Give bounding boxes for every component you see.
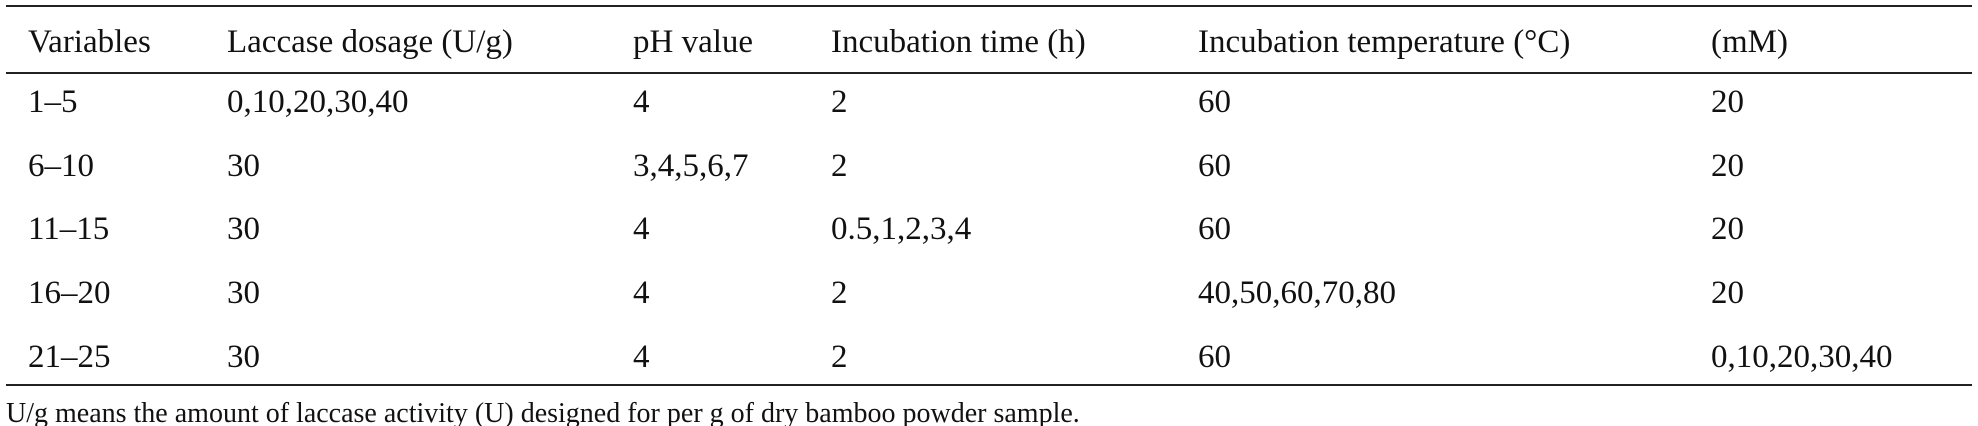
table-cell: 20: [1711, 148, 1744, 184]
table-cell: 60: [1198, 148, 1231, 184]
table-cell: 16–20: [28, 275, 111, 311]
table-cell: 30: [227, 148, 260, 184]
footnote: U/g means the amount of laccase activity…: [6, 398, 1080, 426]
table-cell: 0,10,20,30,40: [1711, 339, 1893, 375]
table-cell: 60: [1198, 84, 1231, 120]
table-cell: 60: [1198, 211, 1231, 247]
table-cell: 30: [227, 275, 260, 311]
table-cell: 60: [1198, 339, 1231, 375]
table-cell: 2: [831, 84, 848, 120]
table-cell: 21–25: [28, 339, 111, 375]
table-cell: 2: [831, 339, 848, 375]
table-cell: 4: [633, 84, 650, 120]
table-cell: 6–10: [28, 148, 94, 184]
table-cell: 3,4,5,6,7: [633, 148, 749, 184]
table-cell: 2: [831, 148, 848, 184]
header-cell: Laccase dosage (U/g): [227, 24, 513, 60]
table-cell: 20: [1711, 275, 1744, 311]
table-cell: 0,10,20,30,40: [227, 84, 409, 120]
table-cell: 30: [227, 339, 260, 375]
table-cell: 40,50,60,70,80: [1198, 275, 1396, 311]
header-cell: Incubation temperature (°C): [1198, 24, 1571, 60]
header-rule: [6, 72, 1972, 74]
table-cell: 11–15: [28, 211, 110, 247]
header-cell: pH value: [633, 24, 754, 60]
table-cell: 4: [633, 339, 650, 375]
table-cell: 4: [633, 275, 650, 311]
table-cell: 30: [227, 211, 260, 247]
table-cell: 2: [831, 275, 848, 311]
header-cell: Variables: [28, 24, 151, 60]
bottom-rule: [6, 384, 1972, 386]
header-cell: (mM): [1711, 24, 1788, 60]
header-cell: Incubation time (h): [831, 24, 1086, 60]
top-rule: [6, 5, 1972, 7]
table-cell: 1–5: [28, 84, 78, 120]
table-cell: 20: [1711, 84, 1744, 120]
table-cell: 20: [1711, 211, 1744, 247]
table-cell: 4: [633, 211, 650, 247]
table-cell: 0.5,1,2,3,4: [831, 211, 972, 247]
